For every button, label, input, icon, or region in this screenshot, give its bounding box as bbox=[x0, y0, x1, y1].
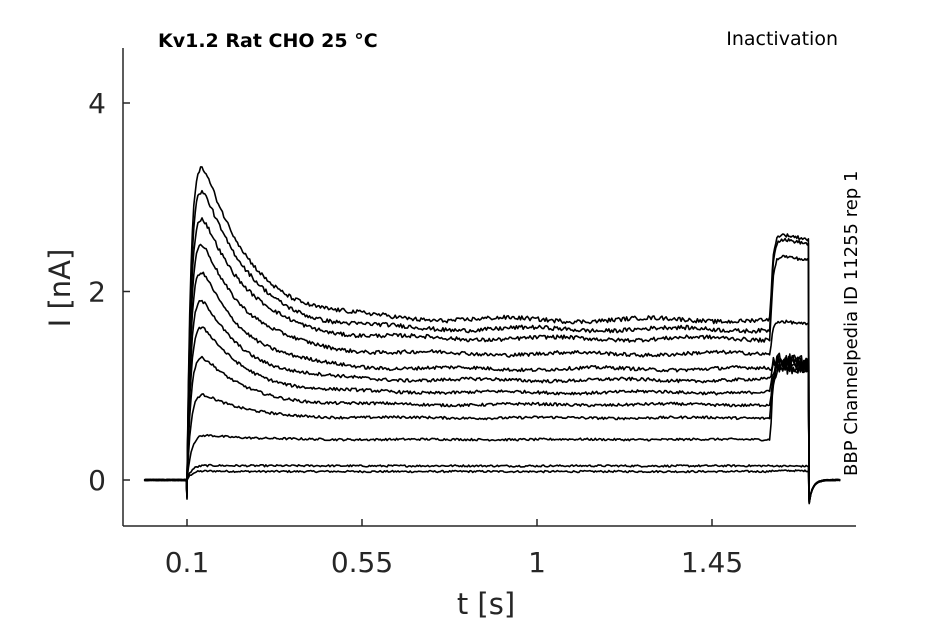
trace-lines bbox=[143, 166, 841, 505]
current-trace-1 bbox=[143, 469, 841, 505]
protocol-label: Inactivation bbox=[726, 28, 838, 50]
current-trace-4 bbox=[143, 361, 841, 503]
y-tick-label: 2 bbox=[88, 276, 106, 309]
y-tick-label: 4 bbox=[88, 87, 106, 120]
current-trace-3 bbox=[143, 362, 841, 504]
current-trace-6 bbox=[143, 326, 841, 502]
current-trace-7 bbox=[144, 299, 841, 502]
axis-ticks: 0.1 0.55 1 1.45 0 2 4 bbox=[88, 87, 743, 579]
chart-title: Kv1.2 Rat CHO 25 °C bbox=[158, 30, 378, 52]
x-tick-label: 1 bbox=[528, 546, 546, 579]
x-tick-label: 1.45 bbox=[681, 546, 743, 579]
current-trace-2 bbox=[143, 463, 841, 504]
channelpedia-id-label: BBP Channelpedia ID 11255 rep 1 bbox=[841, 171, 862, 476]
current-trace-10 bbox=[144, 217, 841, 501]
x-tick-label: 0.1 bbox=[165, 546, 210, 579]
y-tick-label: 0 bbox=[88, 464, 106, 497]
y-axis-label: I [nA] bbox=[43, 249, 77, 328]
x-axis-label: t [s] bbox=[457, 587, 515, 621]
current-trace-5 bbox=[143, 355, 841, 503]
current-trace-12 bbox=[144, 166, 841, 500]
current-trace-8 bbox=[144, 271, 841, 502]
current-trace-9 bbox=[143, 243, 841, 501]
current-trace-11 bbox=[143, 189, 841, 500]
x-tick-label: 0.55 bbox=[331, 546, 393, 579]
